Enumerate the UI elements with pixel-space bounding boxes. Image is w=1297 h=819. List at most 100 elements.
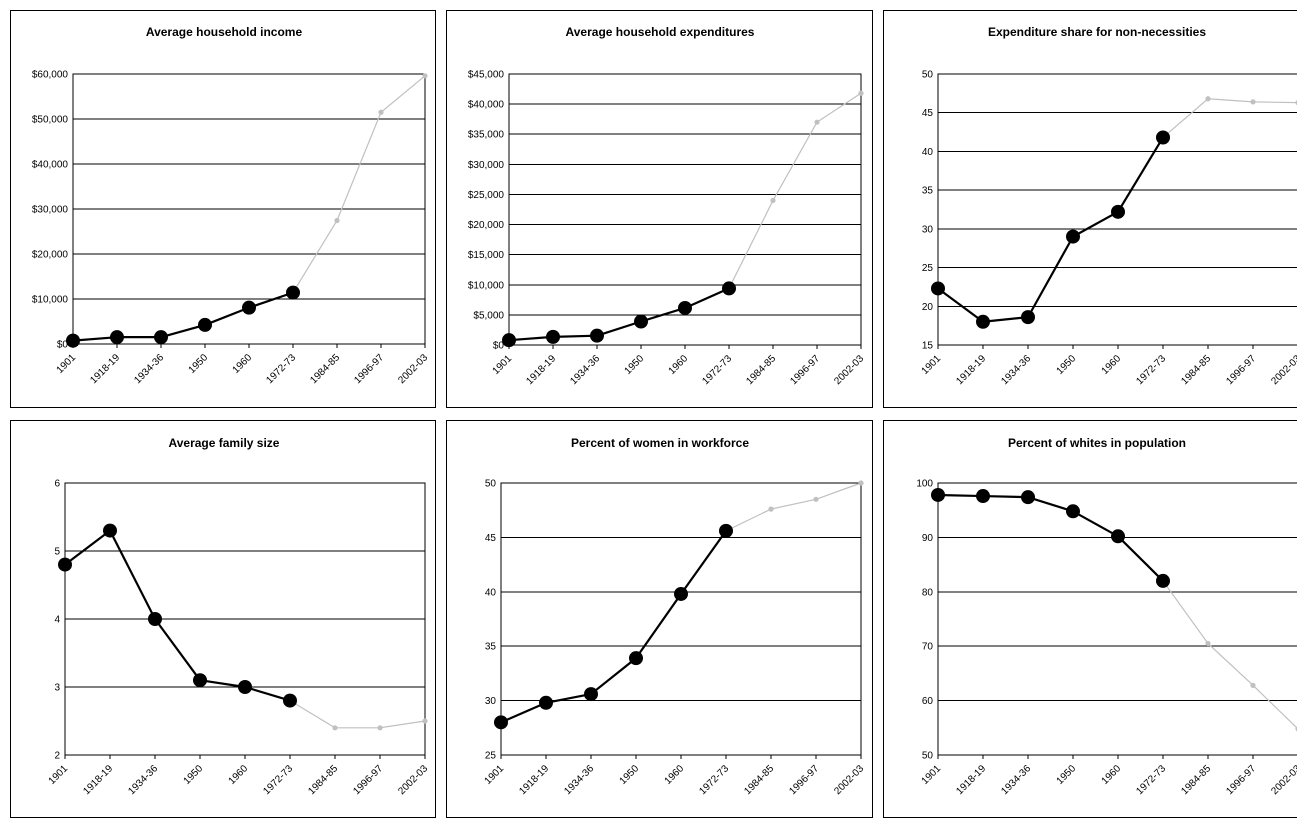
data-point <box>629 651 643 666</box>
y-tick-label: $25,000 <box>468 190 505 201</box>
x-tick-label: 2002-03 <box>396 352 430 386</box>
data-point <box>546 329 560 344</box>
x-tick-label: 1984-85 <box>308 352 342 386</box>
series-line-recorded <box>64 529 291 702</box>
data-point <box>1111 204 1125 219</box>
data-point <box>193 673 207 688</box>
data-point <box>1066 504 1080 519</box>
data-point <box>858 90 864 96</box>
data-point <box>238 680 252 694</box>
y-tick-label: $45,000 <box>468 70 505 81</box>
y-tick-label: $50,000 <box>32 115 69 126</box>
data-point <box>286 285 300 300</box>
y-tick-label: 35 <box>922 186 934 197</box>
data-point <box>422 73 428 79</box>
chart-panel-non-necessities-share: Expenditure share for non-necessities 15… <box>883 10 1297 408</box>
x-tick-label: 1950 <box>623 353 647 377</box>
y-tick-label: 3 <box>54 683 60 694</box>
chart-panel-whites-population: Percent of whites in population 50 60 70 80… <box>883 420 1297 818</box>
x-tick-label: 1901 <box>483 763 507 787</box>
y-tick-label: $15,000 <box>468 250 505 261</box>
y-tick-label: 60 <box>922 696 934 707</box>
series-line-projected <box>1162 98 1297 138</box>
x-tick-label: 1984-85 <box>742 763 776 797</box>
x-tick-label: 1996-97 <box>788 353 822 387</box>
whites-population-chart: Percent of whites in population 50 60 70 80… <box>916 436 1297 797</box>
y-tick-label: $30,000 <box>32 205 69 216</box>
data-point <box>768 506 774 512</box>
data-point <box>502 333 516 348</box>
plot-frame <box>937 482 1297 756</box>
x-tick-label: 1972-73 <box>1134 353 1168 387</box>
x-tick-label: 1996-97 <box>787 763 821 797</box>
data-point <box>634 314 648 329</box>
y-tick-label: 6 <box>54 479 60 490</box>
x-tick-label: 1950 <box>182 763 206 787</box>
household-income-chart: Average household income $0 $10,000 $20,00… <box>32 25 431 386</box>
y-tick-label: $30,000 <box>468 160 505 171</box>
x-tick-label: 1934-36 <box>132 352 166 386</box>
y-tick-label: 35 <box>485 642 497 653</box>
data-point <box>1205 640 1211 647</box>
data-point <box>377 725 383 731</box>
x-tick-label: 1996-97 <box>352 352 386 386</box>
series-line-projected <box>292 75 426 293</box>
data-point <box>678 300 692 315</box>
x-tick-label: 1918-19 <box>81 763 115 797</box>
x-tick-label: 1918-19 <box>517 763 551 797</box>
y-tick-label: 90 <box>922 533 934 544</box>
data-point <box>1156 130 1170 145</box>
y-tick-label: 80 <box>922 587 934 598</box>
chart-title: Percent of women in workforce <box>571 436 749 450</box>
data-point <box>154 330 168 345</box>
y-tick-label: 25 <box>922 263 934 274</box>
x-tick-label: 1918-19 <box>524 353 558 387</box>
y-tick-label: 20 <box>922 302 934 313</box>
data-point <box>1156 573 1170 588</box>
series-line-recorded <box>508 287 730 342</box>
data-point <box>283 693 297 708</box>
x-tick-label: 1934-36 <box>562 763 596 797</box>
x-tick-label: 1984-85 <box>1179 353 1213 387</box>
y-tick-label: $0 <box>493 341 505 352</box>
data-point <box>1021 310 1035 325</box>
series-line-recorded <box>500 530 727 724</box>
data-point <box>1111 529 1125 544</box>
y-tick-label: $40,000 <box>468 100 505 111</box>
data-point <box>1250 99 1256 105</box>
x-tick-label: 1934-36 <box>999 353 1033 387</box>
series-line-projected <box>728 92 862 289</box>
y-tick-label: 40 <box>485 587 497 598</box>
x-tick-label: 1950 <box>1055 353 1079 377</box>
data-point <box>1250 682 1256 688</box>
data-point <box>719 523 733 538</box>
chart-title: Percent of whites in population <box>1008 436 1186 450</box>
x-tick-label: 1984-85 <box>744 353 778 387</box>
x-tick-label: 1972-73 <box>697 763 731 797</box>
series-line-recorded <box>72 291 294 342</box>
x-tick-label: 1960 <box>227 763 251 787</box>
x-tick-label: 1972-73 <box>264 352 298 386</box>
y-tick-label: 50 <box>922 70 934 81</box>
data-point <box>422 718 428 724</box>
plot-frame <box>500 482 862 756</box>
x-tick-label: 1901 <box>920 353 944 377</box>
chart-title: Average household income <box>146 25 303 39</box>
x-tick-label: 1901 <box>55 352 79 376</box>
data-point <box>722 281 736 296</box>
y-tick-label: $0 <box>57 340 69 351</box>
x-tick-label: 2002-03 <box>832 763 866 797</box>
data-point <box>1021 490 1035 505</box>
women-workforce-chart: Percent of women in workforce 25 30 35 40 45… <box>483 436 867 797</box>
x-tick-label: 1901 <box>47 763 71 787</box>
x-tick-label: 1972-73 <box>700 353 734 387</box>
x-tick-label: 1901 <box>920 763 944 787</box>
data-point <box>378 109 384 115</box>
x-tick-label: 1950 <box>1055 763 1079 787</box>
x-tick-label: 1984-85 <box>1179 763 1213 797</box>
y-tick-label: 4 <box>54 615 60 626</box>
y-tick-label: 30 <box>485 696 497 707</box>
data-point <box>931 487 945 502</box>
y-tick-label: $5,000 <box>473 310 504 321</box>
